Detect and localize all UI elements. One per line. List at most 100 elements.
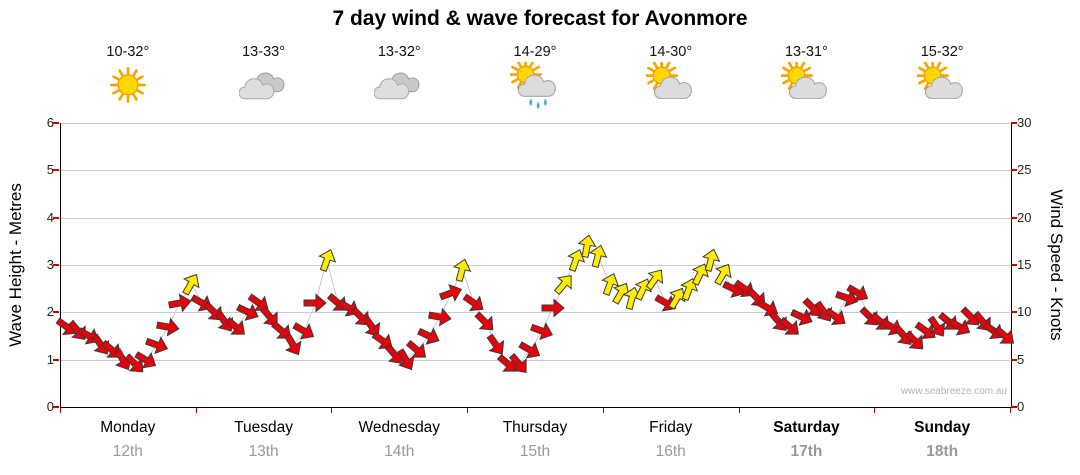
- right-axis-tick: [1011, 264, 1017, 266]
- day-name: Sunday: [914, 419, 971, 436]
- day-name: Saturday: [773, 419, 840, 436]
- day-temperature: 13-32°: [377, 44, 421, 60]
- wind-arrow: [175, 268, 208, 301]
- left-axis-tick: [53, 122, 59, 124]
- wind-arrow: [526, 316, 557, 347]
- gridline: [61, 123, 1011, 124]
- x-axis-tick: [1010, 408, 1011, 413]
- wind-arrow: [457, 286, 490, 319]
- left-axis-tick-label: 1: [46, 351, 54, 367]
- day-temperature: 14-30°: [649, 44, 693, 60]
- day-name: Thursday: [502, 419, 568, 436]
- wind-arrow: [786, 301, 818, 333]
- sunny-icon: [103, 62, 153, 110]
- right-axis-label: Wind Speed - Knots: [1047, 189, 1066, 341]
- gridline: [61, 312, 1011, 314]
- wind-arrow: [118, 347, 152, 381]
- wind-arrow: [448, 255, 477, 284]
- x-axis-tick: [331, 408, 333, 413]
- right-axis-tick-label: 0: [1017, 399, 1025, 414]
- x-axis-tick: [738, 408, 740, 413]
- left-axis-tick: [53, 169, 59, 172]
- day-name: Monday: [100, 419, 156, 436]
- wind-arrow: [909, 315, 942, 348]
- wind-arrow: [303, 291, 328, 315]
- sun-cloud-icon: [917, 62, 967, 110]
- wind-arrow: [491, 347, 525, 381]
- sun-cloud-icon: [645, 62, 696, 110]
- wind-arrow: [842, 277, 875, 310]
- wind-trend-line: [66, 245, 1006, 365]
- wind-arrow: [944, 310, 977, 343]
- x-axis-tick: [195, 408, 197, 413]
- right-axis-tick-label: 10: [1017, 304, 1032, 320]
- sun-cloud-icon: [781, 62, 831, 110]
- x-axis-tick: [467, 408, 469, 413]
- wind-arrow: [502, 347, 536, 381]
- wind-arrow: [155, 313, 183, 341]
- wind-arrow: [253, 300, 287, 334]
- wind-arrow: [774, 310, 808, 344]
- plot-area: www.seabreeze.com.au: [55, 123, 1015, 408]
- wind-arrow: [367, 324, 400, 357]
- left-axis-tick: [53, 264, 59, 266]
- day-temperature: 15-32°: [920, 44, 964, 60]
- day-date: 16th: [655, 443, 686, 460]
- wind-arrow: [232, 296, 264, 328]
- wind-arrow: [436, 278, 467, 309]
- wind-arrow: [583, 241, 612, 270]
- day-date: 17th: [790, 443, 823, 460]
- wind-arrow: [400, 333, 434, 367]
- wind-arrow: [129, 343, 162, 376]
- wind-arrow: [921, 310, 954, 343]
- right-axis-tick-label: 30: [1017, 115, 1032, 130]
- wind-arrow: [468, 305, 502, 339]
- wind-arrow: [594, 269, 625, 300]
- wind-arrow: [697, 246, 726, 275]
- day-temperature: 10-32°: [106, 44, 150, 60]
- day-name: Tuesday: [234, 419, 293, 436]
- wind-arrow: [898, 324, 932, 358]
- x-axis-tick: [60, 408, 61, 413]
- wind-arrow: [560, 245, 591, 276]
- left-axis-tick: [53, 358, 59, 361]
- right-axis-tick: [1011, 122, 1017, 124]
- wind-arrow: [265, 314, 299, 348]
- left-axis-tick-label: 4: [46, 209, 54, 225]
- wind-arrow: [355, 310, 388, 343]
- wind-arrow: [142, 330, 173, 361]
- right-axis-tick-label: 15: [1017, 257, 1032, 272]
- page-title: 7 day wind & wave forecast for Avonmore: [332, 7, 748, 30]
- left-axis-tick: [53, 311, 59, 314]
- left-axis-tick-label: 3: [46, 257, 54, 272]
- wind-arrow: [541, 296, 565, 320]
- wind-arrow: [547, 267, 581, 301]
- day-name: Friday: [649, 419, 693, 436]
- left-axis-tick-label: 5: [46, 162, 54, 178]
- left-axis-tick-label: 0: [46, 399, 54, 414]
- right-axis-tick-label: 20: [1017, 209, 1032, 225]
- wind-arrow: [684, 259, 716, 291]
- wind-arrow: [276, 329, 309, 362]
- wind-arrow: [604, 277, 637, 310]
- wind-arrow: [480, 329, 513, 362]
- left-axis-tick: [53, 216, 59, 219]
- wind-arrow: [311, 245, 342, 276]
- left-axis-tick-label: 2: [46, 304, 54, 320]
- gridline: [61, 170, 1011, 172]
- right-axis-tick-label: 5: [1017, 351, 1025, 367]
- watermark: www.seabreeze.com.au: [900, 386, 1007, 397]
- day-date: 12th: [112, 443, 143, 460]
- gridline: [61, 217, 1011, 219]
- left-axis-tick: [53, 406, 59, 408]
- right-axis-tick: [1011, 358, 1017, 361]
- left-axis-label: Wave Height - Metres: [6, 183, 25, 347]
- wind-arrow: [413, 320, 445, 352]
- wind-arrow: [988, 319, 1022, 353]
- wind-arrow: [514, 334, 547, 367]
- wind-arrow: [706, 258, 739, 291]
- right-axis-tick: [1011, 216, 1017, 219]
- wind-arrow: [288, 315, 321, 348]
- wind-arrow: [638, 262, 671, 295]
